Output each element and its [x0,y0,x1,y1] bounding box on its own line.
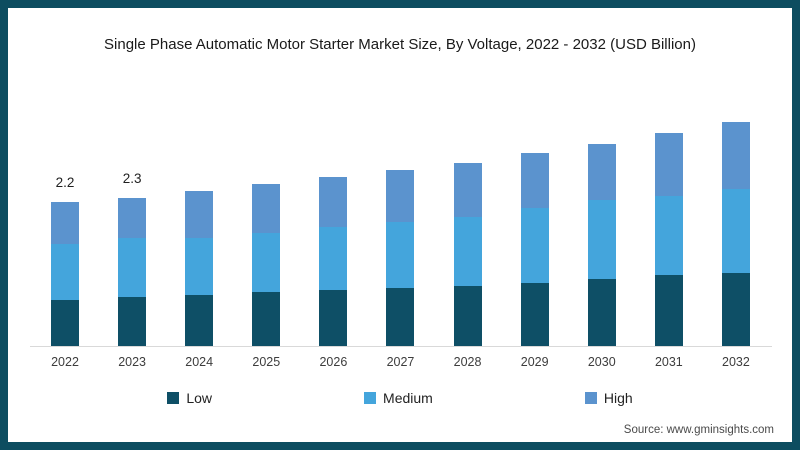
segment-high-2028 [453,162,482,218]
x-axis-label-2026: 2026 [319,355,348,369]
segment-high-2023 [118,197,147,239]
bar-column-2027: 2027 [386,98,415,369]
bar-column-2023: 2.3 2023 [118,98,147,369]
segment-high-2032 [721,122,750,189]
segment-medium-2023 [118,238,147,298]
segment-high-2024 [185,191,214,238]
x-axis-line [30,346,772,347]
bar-column-2028: 2028 [453,98,482,369]
legend-marker-high-icon [584,392,597,404]
segment-medium-2028 [453,217,482,286]
legend-item-low: Low [167,390,212,406]
segment-medium-2025 [252,233,281,293]
x-axis-label-2027: 2027 [386,355,415,369]
x-axis-label-2032: 2032 [722,355,750,369]
segment-low-2026 [319,289,348,346]
legend-label-low: Low [186,390,213,406]
bar-column-2032: 2032 [721,98,750,369]
bar-column-2022: 2.2 2022 [51,98,79,369]
segment-low-2030 [587,279,616,346]
x-axis-label-2028: 2028 [453,355,482,369]
x-axis-label-2029: 2029 [520,355,549,369]
source-attribution: Source: www.gminsights.com [623,424,774,436]
bar-column-2026: 2026 [319,98,348,369]
segment-medium-2024 [185,237,214,296]
segment-low-2025 [252,292,281,346]
segment-high-2025 [252,184,281,234]
segment-medium-2032 [721,188,750,273]
legend-marker-medium-icon [364,392,377,404]
segment-medium-2031 [654,195,683,275]
x-axis-label-2031: 2031 [654,355,683,369]
segment-high-2031 [654,132,683,196]
segment-high-2022 [51,202,79,245]
segment-high-2030 [587,143,616,201]
x-axis-label-2022: 2022 [51,355,79,369]
chart-title: Single Phase Automatic Motor Starter Mar… [104,36,696,53]
x-axis-label-2025: 2025 [252,355,281,369]
bar-column-2030: 2030 [587,98,616,369]
segment-high-2027 [386,170,415,223]
legend-label-medium: Medium [383,390,433,406]
legend-marker-low-icon [167,392,180,404]
segment-low-2023 [118,297,147,346]
segment-low-2031 [654,274,683,346]
segment-medium-2029 [520,207,549,283]
legend-label-high: High [603,390,633,406]
segment-low-2027 [386,287,415,346]
segment-medium-2026 [319,226,348,290]
segment-low-2024 [185,295,214,346]
data-label-2022: 2.2 [55,175,75,191]
segment-medium-2027 [386,222,415,288]
segment-high-2029 [520,152,549,208]
data-label-2023: 2.3 [122,170,142,186]
plot-area: 2.2 2022 2.3 2023 2024 2025 2026 2027 2028 2029 20… [51,98,750,369]
segment-medium-2022 [51,244,79,301]
legend-item-medium: Medium [364,390,433,406]
bar-column-2031: 2031 [654,98,683,369]
segment-high-2026 [319,176,348,227]
segment-low-2028 [453,285,482,346]
bar-column-2029: 2029 [520,98,549,369]
segment-low-2032 [721,272,750,346]
segment-medium-2030 [587,200,616,280]
x-axis-label-2024: 2024 [185,355,214,369]
legend-item-high: High [584,390,633,406]
x-axis-label-2023: 2023 [118,355,146,369]
segment-low-2029 [520,282,549,346]
legend: Low Medium High [8,390,792,406]
bar-column-2024: 2024 [185,98,214,369]
x-axis-label-2030: 2030 [587,355,616,369]
segment-low-2022 [51,300,79,346]
bar-column-2025: 2025 [252,98,281,369]
